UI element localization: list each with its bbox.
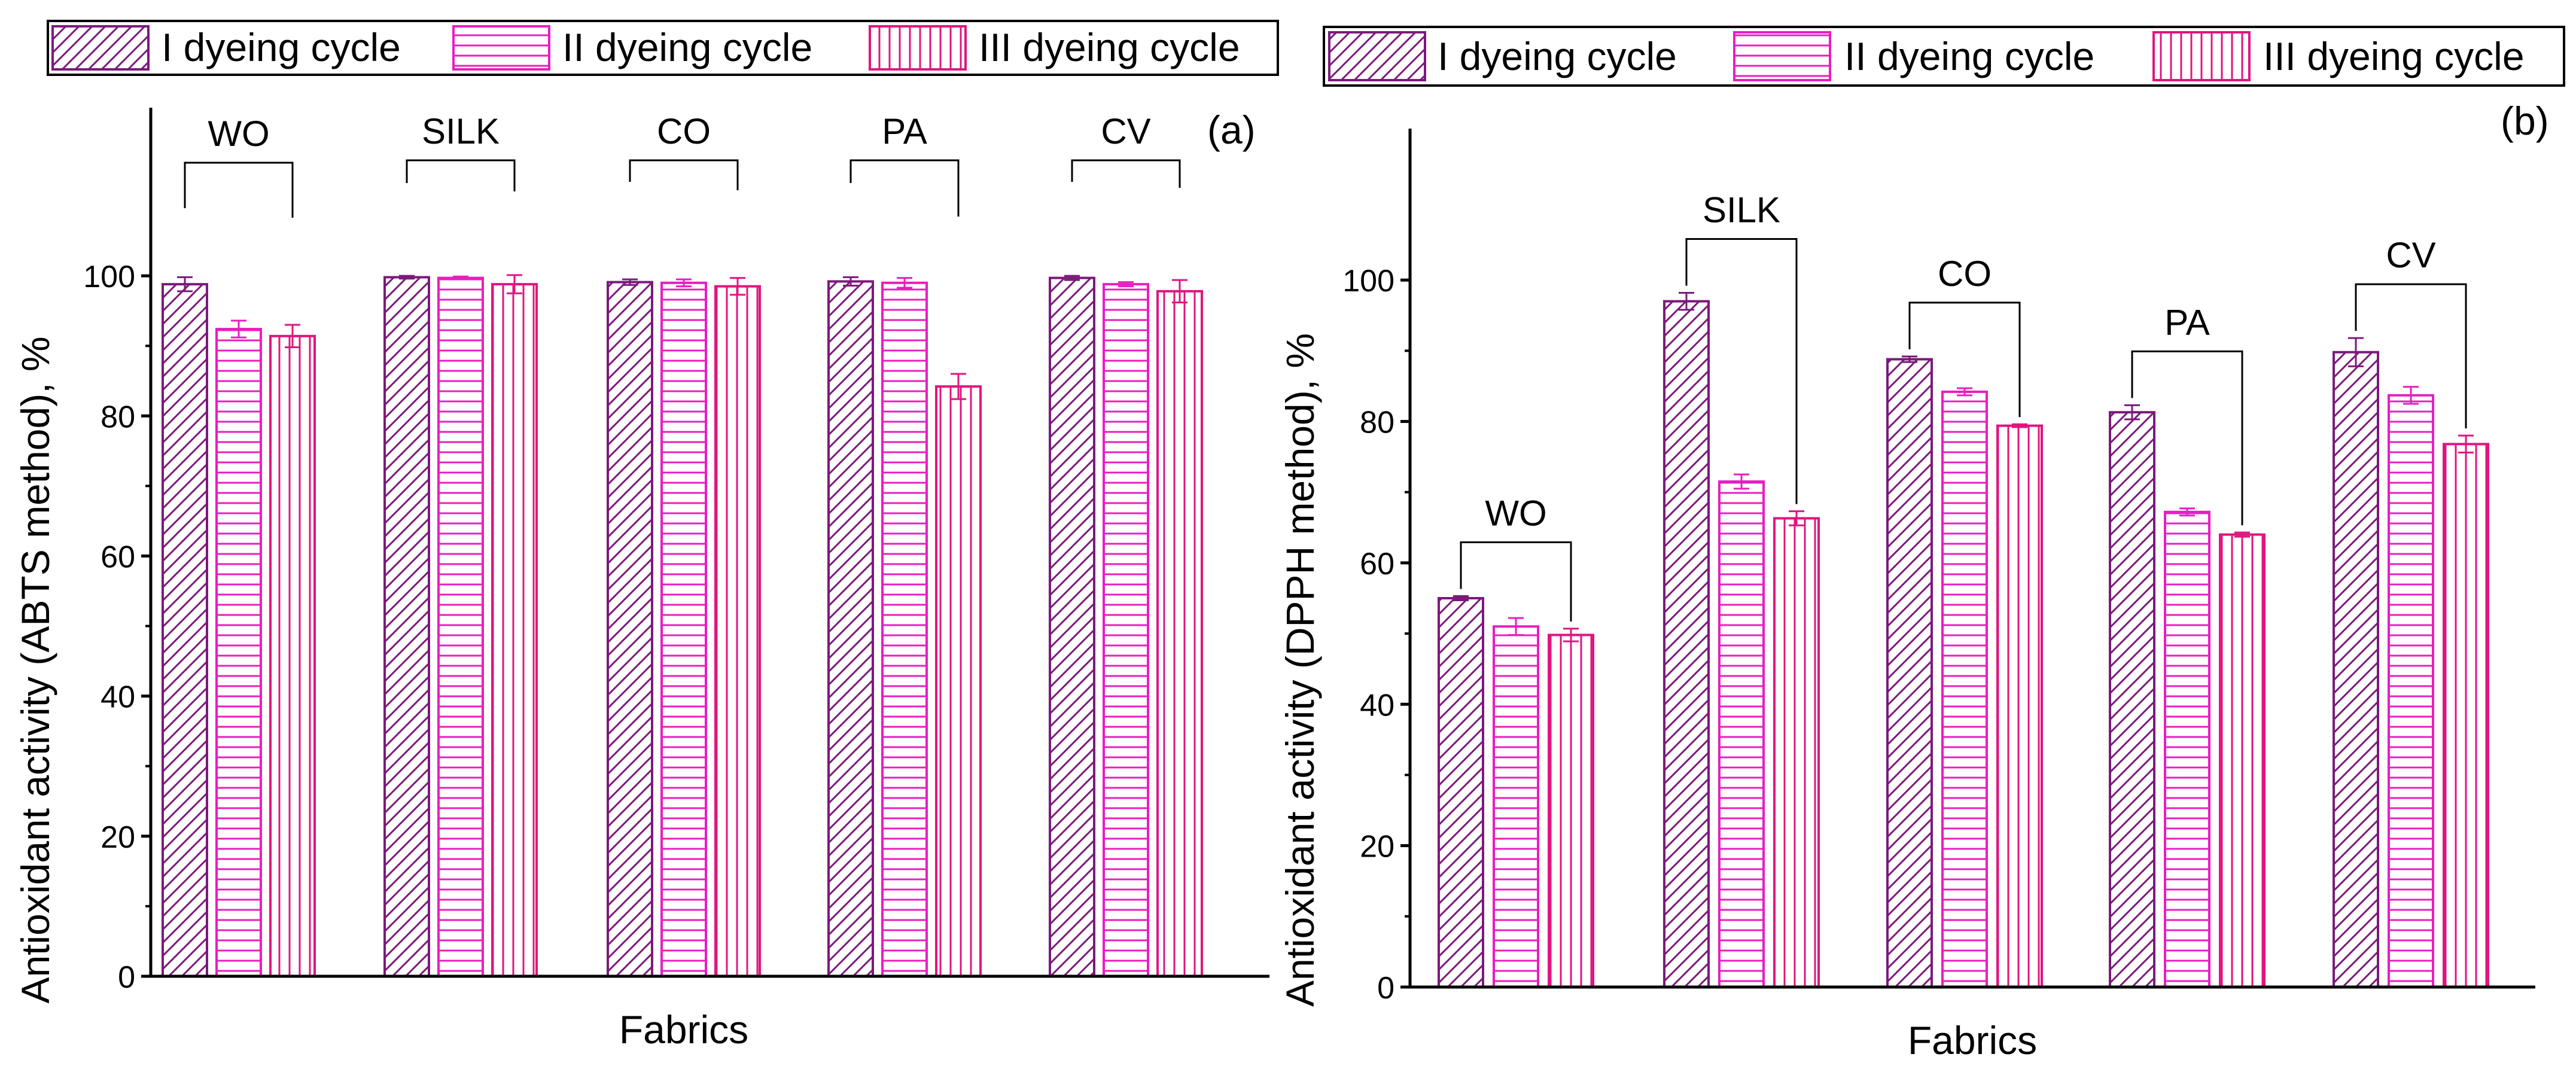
bar-a-wo-s3 (269, 334, 316, 977)
legend-a-label-3: III dyeing cycle (979, 25, 1240, 69)
group-bracket-b-silk (1685, 237, 1798, 504)
panel-b-label: (b) (2501, 99, 2549, 143)
x-axis-label-b: Fabrics (1908, 1018, 2037, 1062)
bar-a-co-s1 (607, 281, 653, 977)
bar-b-pa-s3 (2219, 533, 2266, 988)
legend-b-label-1: I dyeing cycle (1438, 34, 1677, 78)
legend-b-swatch-1 (1328, 31, 1426, 81)
category-label-b-pa: PA (2164, 302, 2210, 342)
bar-b-wo-s2 (1493, 625, 1539, 988)
legend-b-frame (1323, 26, 2565, 87)
group-bracket-b-co (1908, 301, 2021, 418)
y-tick-label-a: 0 (118, 960, 135, 995)
legend-a-swatch-2 (452, 25, 550, 71)
bar-a-wo-s1 (162, 283, 208, 977)
group-bracket-b-wo (1460, 541, 1572, 622)
y-axis-b: 0 20 40 60 80 100 (1342, 264, 1410, 1006)
bar-a-silk-s1 (383, 276, 430, 977)
legend-a-swatch-3 (869, 25, 967, 71)
category-label-b-wo: WO (1485, 493, 1546, 533)
legend-b-label-3: III dyeing cycle (2263, 34, 2525, 78)
bar-a-cv-s2 (1103, 283, 1149, 977)
category-label-a-silk: SILK (422, 111, 500, 151)
bar-a-co-s3 (714, 285, 761, 977)
y-tick-label-b: 0 (1377, 971, 1394, 1006)
category-label-b-cv: CV (2386, 235, 2435, 275)
bar-b-pa-s2 (2164, 510, 2210, 988)
legend-b: I dyeing cycle II dyeing cycle III dyein… (1323, 26, 2565, 87)
panel-b: I dyeing cycle II dyeing cycle III dyein… (1278, 26, 2565, 1062)
y-tick-label-b: 20 (1360, 830, 1394, 864)
bar-a-pa-s3 (935, 385, 982, 977)
y-tick-label-a: 40 (101, 680, 135, 715)
bar-a-co-s2 (660, 281, 707, 977)
legend-a-label-2: II dyeing cycle (562, 25, 812, 69)
group-bracket-b-pa (2131, 350, 2243, 526)
bar-b-pa-s1 (2109, 411, 2155, 988)
panel-a: I dyeing cycle II dyeing cycle III dyein… (13, 20, 1279, 1052)
category-label-a-wo: WO (208, 114, 269, 154)
bar-b-cv-s3 (2443, 443, 2489, 988)
x-axis-label-a: Fabrics (619, 1007, 748, 1052)
panel-a-label: (a) (1207, 108, 1256, 152)
bar-a-wo-s2 (215, 328, 262, 978)
category-label-b-silk: SILK (1703, 190, 1780, 230)
bar-b-silk-s3 (1773, 517, 1820, 988)
y-tick-label-a: 20 (101, 820, 135, 855)
category-label-a-cv: CV (1101, 111, 1150, 151)
legend-b-label-2: II dyeing cycle (1844, 34, 2094, 78)
category-label-b-co: CO (1938, 254, 1992, 294)
group-bracket-b-cv (2355, 283, 2467, 429)
legend-a-frame (47, 20, 1279, 76)
bar-a-pa-s2 (881, 281, 928, 977)
legend-b-swatch-3 (2152, 31, 2251, 81)
bar-b-cv-s1 (2333, 351, 2379, 988)
group-bracket-a-co (629, 159, 739, 190)
bar-a-silk-s2 (437, 276, 484, 977)
bar-b-co-s1 (1886, 358, 1933, 989)
category-label-a-co: CO (657, 111, 711, 151)
bar-b-cv-s2 (2388, 394, 2434, 988)
legend-b-swatch-2 (1733, 31, 1831, 81)
y-axis-label-b: Antioxidant activity (DPPH method), % (1278, 333, 1322, 1007)
legend-a-swatch-1 (51, 25, 150, 71)
y-tick-label-a: 80 (101, 400, 135, 434)
bar-a-pa-s1 (827, 280, 874, 978)
legend-a-label-1: I dyeing cycle (162, 25, 401, 69)
bars-b: WO SILK CO PA CV (1438, 190, 2489, 989)
bar-a-silk-s3 (491, 283, 538, 977)
bars-a: WO SILK CO PA CV (162, 111, 1203, 978)
bar-b-co-s2 (1941, 390, 1988, 988)
bar-b-silk-s2 (1718, 480, 1765, 988)
bar-b-co-s3 (1996, 424, 2043, 988)
group-bracket-a-cv (1071, 159, 1181, 188)
y-tick-label-b: 100 (1342, 264, 1394, 299)
y-tick-label-a: 60 (101, 540, 135, 574)
bar-a-cv-s1 (1049, 276, 1095, 977)
group-bracket-a-wo (184, 162, 294, 218)
y-axis-a: 0 20 40 60 80 100 (83, 260, 151, 995)
legend-a: I dyeing cycle II dyeing cycle III dyein… (47, 20, 1279, 76)
bar-b-silk-s1 (1663, 300, 1710, 988)
category-label-a-pa: PA (882, 111, 927, 151)
bar-b-wo-s3 (1548, 633, 1594, 989)
bar-a-cv-s3 (1156, 290, 1203, 977)
y-tick-label-b: 80 (1360, 406, 1394, 440)
bar-b-wo-s1 (1438, 597, 1484, 988)
y-tick-label-b: 60 (1360, 547, 1394, 581)
group-bracket-a-pa (849, 159, 960, 217)
y-tick-label-a: 100 (83, 260, 135, 294)
group-bracket-a-silk (406, 159, 516, 191)
y-axis-label-a: Antioxidant activity (ABTS method), % (13, 336, 57, 1003)
y-tick-label-b: 40 (1360, 688, 1394, 723)
